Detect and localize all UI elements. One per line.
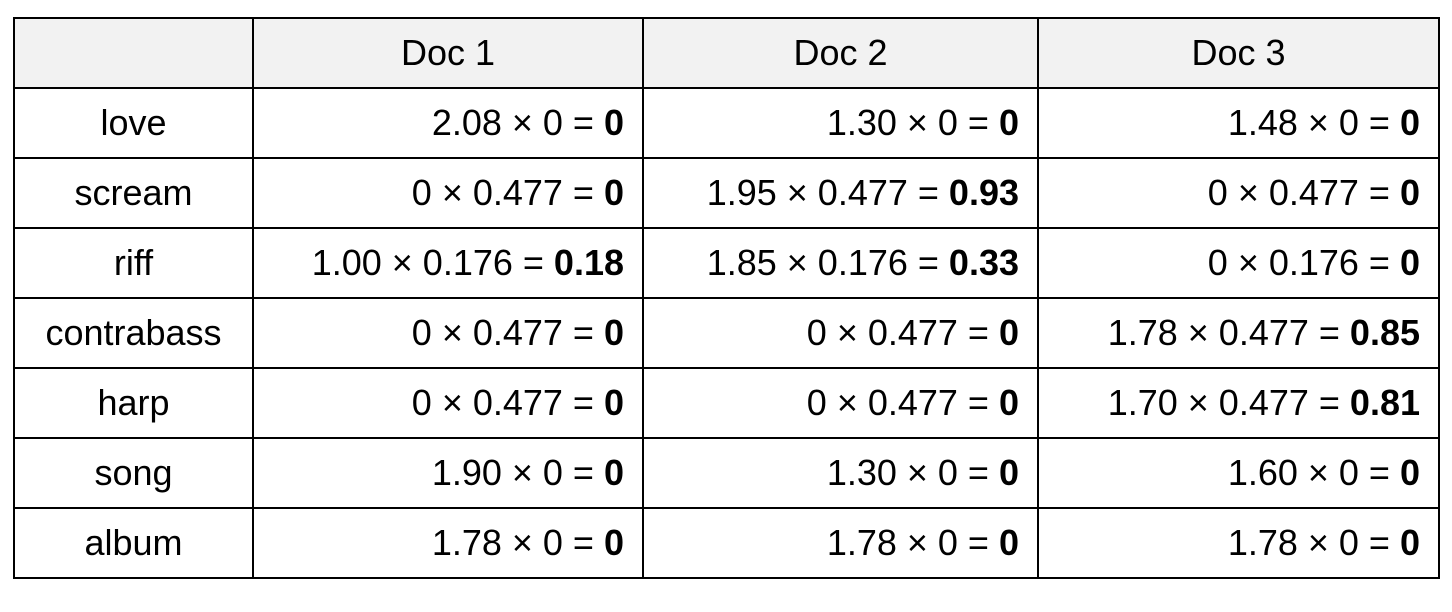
value-cell: 1.78 × 0.477 = 0.85 (1037, 297, 1440, 369)
value-result: 0 (998, 102, 1019, 143)
value-result: 0 (998, 522, 1019, 563)
corner-cell (13, 17, 254, 89)
value-cell: 1.30 × 0 = 0 (642, 437, 1039, 509)
value-result: 0 (1399, 172, 1420, 213)
value-cell: 0 × 0.477 = 0 (1037, 157, 1440, 229)
value-result: 0 (603, 312, 624, 353)
value-cell: 0 × 0.477 = 0 (252, 367, 644, 439)
term-cell: contrabass (13, 297, 254, 369)
value-expression: 0 × 0.477 = (1207, 172, 1400, 213)
value-result: 0 (1399, 102, 1420, 143)
term-cell: harp (13, 367, 254, 439)
value-cell: 0 × 0.477 = 0 (642, 297, 1039, 369)
value-result: 0 (1399, 242, 1420, 283)
value-expression: 1.85 × 0.176 = (706, 242, 949, 283)
term-cell: album (13, 507, 254, 579)
term-cell: love (13, 87, 254, 159)
table-row: riff 1.00 × 0.176 = 0.18 1.85 × 0.176 = … (13, 227, 1440, 299)
value-cell: 0 × 0.176 = 0 (1037, 227, 1440, 299)
value-cell: 1.60 × 0 = 0 (1037, 437, 1440, 509)
value-result: 0 (1399, 452, 1420, 493)
table-row: song 1.90 × 0 = 0 1.30 × 0 = 0 1.60 × 0 … (13, 437, 1440, 509)
table-row: scream 0 × 0.477 = 0 1.95 × 0.477 = 0.93… (13, 157, 1440, 229)
value-cell: 0 × 0.477 = 0 (252, 157, 644, 229)
value-expression: 1.00 × 0.176 = (311, 242, 554, 283)
value-expression: 1.78 × 0 = (431, 522, 604, 563)
value-result: 0 (603, 172, 624, 213)
value-cell: 0 × 0.477 = 0 (252, 297, 644, 369)
value-cell: 0 × 0.477 = 0 (642, 367, 1039, 439)
table-row: album 1.78 × 0 = 0 1.78 × 0 = 0 1.78 × 0… (13, 507, 1440, 579)
value-result: 0 (603, 452, 624, 493)
value-expression: 0 × 0.477 = (411, 312, 604, 353)
table-row: contrabass 0 × 0.477 = 0 0 × 0.477 = 0 1… (13, 297, 1440, 369)
value-result: 0.18 (553, 242, 624, 283)
value-expression: 2.08 × 0 = (431, 102, 604, 143)
value-expression: 0 × 0.477 = (806, 312, 999, 353)
value-cell: 1.85 × 0.176 = 0.33 (642, 227, 1039, 299)
value-expression: 0 × 0.477 = (411, 382, 604, 423)
value-cell: 1.00 × 0.176 = 0.18 (252, 227, 644, 299)
value-result: 0 (603, 522, 624, 563)
value-expression: 1.30 × 0 = (826, 102, 999, 143)
term-cell: song (13, 437, 254, 509)
value-result: 0.81 (1349, 382, 1420, 423)
value-result: 0 (603, 102, 624, 143)
value-expression: 1.70 × 0.477 = (1107, 382, 1350, 423)
value-result: 0 (998, 382, 1019, 423)
value-expression: 0 × 0.477 = (806, 382, 999, 423)
value-expression: 1.78 × 0 = (826, 522, 999, 563)
value-expression: 0 × 0.176 = (1207, 242, 1400, 283)
value-cell: 1.90 × 0 = 0 (252, 437, 644, 509)
value-cell: 1.48 × 0 = 0 (1037, 87, 1440, 159)
value-cell: 1.95 × 0.477 = 0.93 (642, 157, 1039, 229)
term-cell: riff (13, 227, 254, 299)
value-result: 0 (603, 382, 624, 423)
value-cell: 1.70 × 0.477 = 0.81 (1037, 367, 1440, 439)
value-cell: 1.30 × 0 = 0 (642, 87, 1039, 159)
term-cell: scream (13, 157, 254, 229)
value-cell: 1.78 × 0 = 0 (252, 507, 644, 579)
value-result: 0.33 (948, 242, 1019, 283)
value-expression: 1.95 × 0.477 = (706, 172, 949, 213)
value-expression: 1.78 × 0.477 = (1107, 312, 1350, 353)
value-expression: 1.30 × 0 = (826, 452, 999, 493)
value-cell: 1.78 × 0 = 0 (642, 507, 1039, 579)
table-row: love 2.08 × 0 = 0 1.30 × 0 = 0 1.48 × 0 … (13, 87, 1440, 159)
value-result: 0.85 (1349, 312, 1420, 353)
value-cell: 2.08 × 0 = 0 (252, 87, 644, 159)
value-expression: 1.48 × 0 = (1227, 102, 1400, 143)
value-expression: 0 × 0.477 = (411, 172, 604, 213)
value-result: 0 (998, 312, 1019, 353)
value-cell: 1.78 × 0 = 0 (1037, 507, 1440, 579)
table-body: love 2.08 × 0 = 0 1.30 × 0 = 0 1.48 × 0 … (13, 87, 1440, 579)
table-header: Doc 1 Doc 2 Doc 3 (13, 17, 1440, 89)
column-header-doc-1: Doc 1 (252, 17, 644, 89)
header-row: Doc 1 Doc 2 Doc 3 (13, 17, 1440, 89)
value-expression: 1.60 × 0 = (1227, 452, 1400, 493)
column-header-doc-2: Doc 2 (642, 17, 1039, 89)
tfidf-table: Doc 1 Doc 2 Doc 3 love 2.08 × 0 = 0 1.30… (13, 17, 1440, 579)
value-expression: 1.78 × 0 = (1227, 522, 1400, 563)
value-result: 0.93 (948, 172, 1019, 213)
value-expression: 1.90 × 0 = (431, 452, 604, 493)
value-result: 0 (1399, 522, 1420, 563)
table-row: harp 0 × 0.477 = 0 0 × 0.477 = 0 1.70 × … (13, 367, 1440, 439)
value-result: 0 (998, 452, 1019, 493)
column-header-doc-3: Doc 3 (1037, 17, 1440, 89)
